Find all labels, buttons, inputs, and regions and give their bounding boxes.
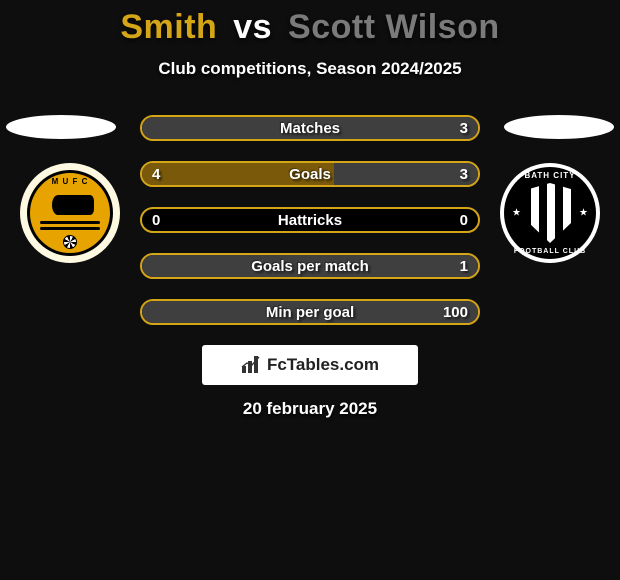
- shield-icon: [522, 183, 578, 243]
- watermark-text: FcTables.com: [267, 355, 379, 375]
- vs-label: vs: [233, 8, 272, 46]
- player2-name-pill: [504, 115, 614, 139]
- waves-icon: [40, 221, 100, 235]
- stat-row: Min per goal100: [140, 299, 480, 325]
- stats-area: M U F C BATH CITY ★ ★ FOOTBALL CLUB: [0, 115, 620, 325]
- watermark: FcTables.com: [202, 345, 418, 385]
- subtitle: Club competitions, Season 2024/2025: [0, 59, 620, 79]
- star-icon: ★: [512, 208, 521, 219]
- stat-label: Min per goal: [142, 304, 478, 321]
- player2-name: Scott Wilson: [288, 8, 500, 46]
- badge-left-text: M U F C: [30, 177, 110, 186]
- stat-value-right: 3: [460, 120, 468, 137]
- lion-icon: [52, 195, 94, 215]
- player1-name: Smith: [120, 8, 217, 46]
- player1-name-pill: [6, 115, 116, 139]
- stat-value-right: 1: [460, 258, 468, 275]
- stat-label: Matches: [142, 120, 478, 137]
- stat-label: Hattricks: [142, 212, 478, 229]
- bar-chart-icon: [241, 356, 261, 374]
- football-icon: [63, 235, 77, 249]
- badge-right-text-bot: FOOTBALL CLUB: [504, 248, 596, 255]
- badge-right-text-top: BATH CITY: [504, 171, 596, 180]
- player2-club-badge: BATH CITY ★ ★ FOOTBALL CLUB: [500, 163, 600, 263]
- comparison-title: Smith vs Scott Wilson: [0, 8, 620, 47]
- stat-row: Goals per match1: [140, 253, 480, 279]
- stat-row: 0Hattricks0: [140, 207, 480, 233]
- stat-row: 4Goals3: [140, 161, 480, 187]
- star-icon: ★: [579, 208, 588, 219]
- stat-row: Matches3: [140, 115, 480, 141]
- date-text: 20 february 2025: [0, 399, 620, 419]
- stat-value-right: 0: [460, 212, 468, 229]
- player1-club-badge: M U F C: [20, 163, 120, 263]
- stat-value-right: 3: [460, 166, 468, 183]
- stat-value-right: 100: [443, 304, 468, 321]
- stat-label: Goals per match: [142, 258, 478, 275]
- stat-label: Goals: [142, 166, 478, 183]
